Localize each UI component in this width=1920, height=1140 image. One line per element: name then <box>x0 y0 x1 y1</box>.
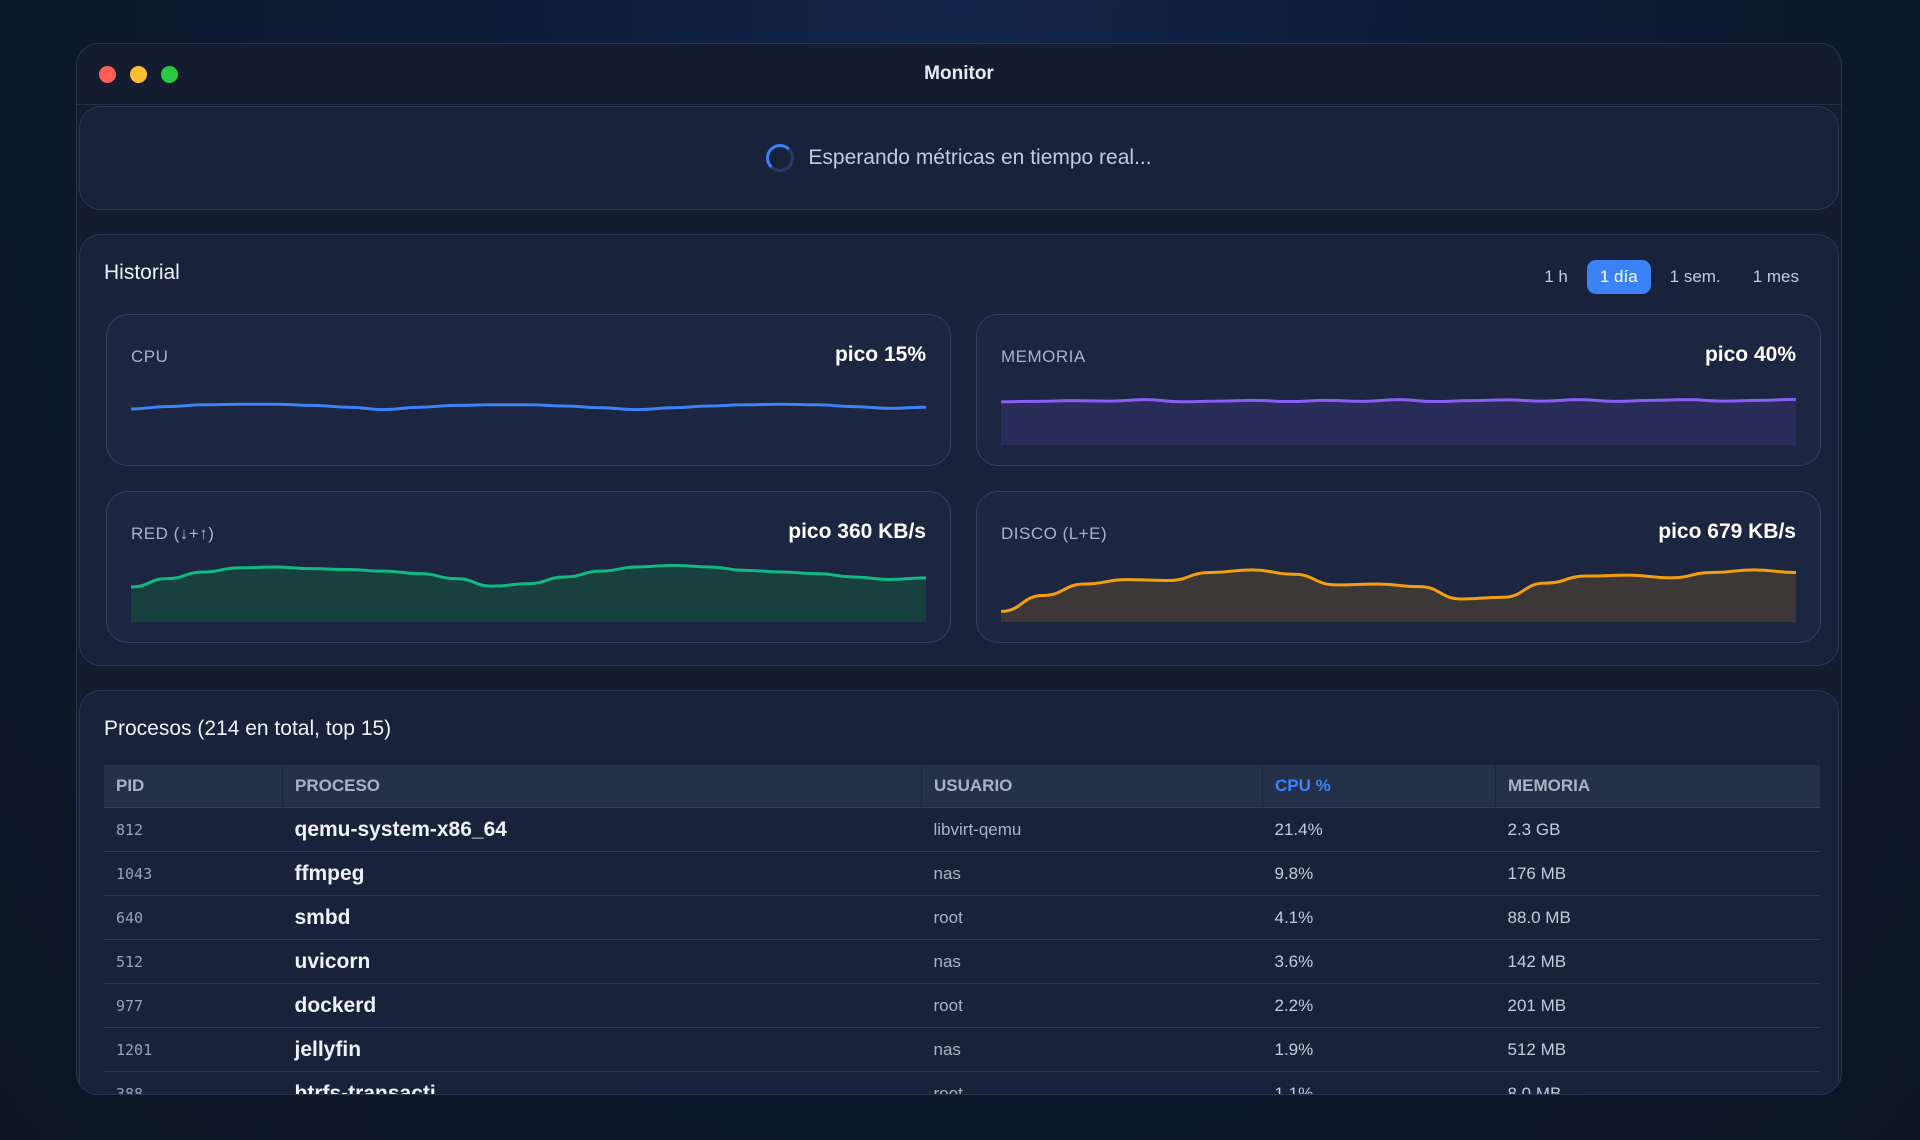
disk-sparkline <box>1001 568 1796 622</box>
network-peak: pico 360 KB/s <box>788 520 926 543</box>
process-name-cell: qemu-system-x86_64 <box>282 807 922 852</box>
disk-metric-card: DISCO (L+E) pico 679 KB/s <box>976 491 1821 643</box>
user-cell: nas <box>921 851 1263 896</box>
memory-sparkline <box>1001 397 1796 445</box>
memory-cell: 142 MB <box>1495 939 1820 984</box>
cpu-metric-card: CPU pico 15% <box>106 314 951 466</box>
sparkline-area <box>1001 569 1796 622</box>
pid-cell: 1043 <box>104 851 283 896</box>
maximize-button[interactable] <box>161 66 178 83</box>
loading-spinner-icon <box>766 144 795 172</box>
window-title: Monitor <box>924 63 994 84</box>
user-cell: nas <box>921 1027 1263 1072</box>
user-cell: root <box>921 1071 1263 1094</box>
table-row[interactable]: 640 smbd root 4.1% 88.0 MB <box>104 895 1820 940</box>
sparkline-line <box>131 563 926 589</box>
process-name-cell: smbd <box>282 895 922 940</box>
cpu-sparkline <box>131 402 926 445</box>
range-1m-button[interactable]: 1 mes <box>1740 260 1812 294</box>
table-row[interactable]: 1201 jellyfin nas 1.9% 512 MB <box>104 1027 1820 1072</box>
memory-metric-card: MEMORIA pico 40% <box>976 314 1821 466</box>
status-text: Esperando métricas en tiempo real... <box>808 146 1152 169</box>
monitor-window: Monitor Esperando métricas en tiempo rea… <box>76 43 1842 1095</box>
memory-label: MEMORIA <box>1001 347 1086 366</box>
memory-cell: 201 MB <box>1495 983 1820 1028</box>
sparkline-line <box>1001 397 1796 404</box>
process-name-cell: uvicorn <box>282 939 922 984</box>
user-cell: root <box>921 983 1263 1028</box>
pid-cell: 977 <box>104 983 283 1028</box>
col-memory-header[interactable]: MEMORIA <box>1495 765 1820 808</box>
range-selector: 1 h 1 día 1 sem. 1 mes <box>1531 260 1812 294</box>
memory-cell: 176 MB <box>1495 851 1820 896</box>
status-banner: Esperando métricas en tiempo real... <box>79 106 1839 210</box>
user-cell: libvirt-qemu <box>921 807 1263 852</box>
sparkline-area <box>131 565 926 622</box>
network-label: RED (↓+↑) <box>131 524 215 543</box>
range-1w-button[interactable]: 1 sem. <box>1657 260 1734 294</box>
process-name-cell: dockerd <box>282 983 922 1028</box>
pid-cell: 640 <box>104 895 283 940</box>
process-name-cell: ffmpeg <box>282 851 922 896</box>
memory-cell: 2.3 GB <box>1495 807 1820 852</box>
pid-cell: 1201 <box>104 1027 283 1072</box>
table-row[interactable]: 812 qemu-system-x86_64 libvirt-qemu 21.4% 2.… <box>104 807 1820 852</box>
process-table: PID PROCESO USUARIO CPU % MEMORIA 812 qem… <box>104 765 1820 1094</box>
cpu-cell: 1.1% <box>1262 1071 1496 1094</box>
processes-title: Procesos (214 en total, top 15) <box>104 717 392 740</box>
user-cell: nas <box>921 939 1263 984</box>
cpu-cell: 21.4% <box>1262 807 1496 852</box>
cpu-peak: pico 15% <box>834 343 926 366</box>
process-table-body: 812 qemu-system-x86_64 libvirt-qemu 21.4% 2.… <box>104 807 1820 1094</box>
cpu-cell: 9.8% <box>1262 851 1496 896</box>
col-cpu-header[interactable]: CPU % <box>1262 765 1496 808</box>
disk-label: DISCO (L+E) <box>1001 524 1108 543</box>
sparkline-area <box>131 404 926 445</box>
process-name-cell: btrfs-transacti <box>282 1071 922 1094</box>
col-user-header[interactable]: USUARIO <box>921 765 1263 808</box>
cpu-cell: 1.9% <box>1262 1027 1496 1072</box>
disk-peak: pico 679 KB/s <box>1658 520 1796 543</box>
memory-peak: pico 40% <box>1704 343 1796 366</box>
table-row[interactable]: 388 btrfs-transacti root 1.1% 8.0 MB <box>104 1071 1820 1094</box>
memory-cell: 88.0 MB <box>1495 895 1820 940</box>
titlebar: Monitor <box>77 44 1841 105</box>
range-1d-button[interactable]: 1 día <box>1586 260 1651 294</box>
col-process-header[interactable]: PROCESO <box>282 765 922 808</box>
cpu-cell: 4.1% <box>1262 895 1496 940</box>
range-1h-button[interactable]: 1 h <box>1531 260 1581 294</box>
table-row[interactable]: 512 uvicorn nas 3.6% 142 MB <box>104 939 1820 984</box>
processes-panel: Procesos (214 en total, top 15) PID PROC… <box>79 690 1839 1094</box>
col-pid-header[interactable]: PID <box>104 765 283 808</box>
network-sparkline <box>131 563 926 622</box>
table-header-row: PID PROCESO USUARIO CPU % MEMORIA <box>104 765 1820 808</box>
sparkline-area <box>1001 399 1796 445</box>
pid-cell: 512 <box>104 939 283 984</box>
table-row[interactable]: 1043 ffmpeg nas 9.8% 176 MB <box>104 851 1820 896</box>
sparkline-line <box>1001 568 1796 613</box>
pid-cell: 812 <box>104 807 283 852</box>
cpu-label: CPU <box>131 347 169 366</box>
table-row[interactable]: 977 dockerd root 2.2% 201 MB <box>104 983 1820 1028</box>
cpu-cell: 2.2% <box>1262 983 1496 1028</box>
memory-cell: 8.0 MB <box>1495 1071 1820 1094</box>
minimize-button[interactable] <box>130 66 147 83</box>
sparkline-line <box>131 402 926 412</box>
process-name-cell: jellyfin <box>282 1027 922 1072</box>
memory-cell: 512 MB <box>1495 1027 1820 1072</box>
history-title: Historial <box>104 261 180 284</box>
network-metric-card: RED (↓+↑) pico 360 KB/s <box>106 491 951 643</box>
user-cell: root <box>921 895 1263 940</box>
window-controls <box>99 66 178 83</box>
close-button[interactable] <box>99 66 116 83</box>
cpu-cell: 3.6% <box>1262 939 1496 984</box>
pid-cell: 388 <box>104 1071 283 1094</box>
history-panel: Historial 1 h 1 día 1 sem. 1 mes CPU pic… <box>79 234 1839 666</box>
